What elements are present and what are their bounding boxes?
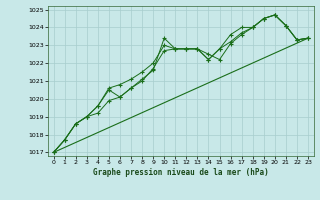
X-axis label: Graphe pression niveau de la mer (hPa): Graphe pression niveau de la mer (hPa) [93,168,269,177]
